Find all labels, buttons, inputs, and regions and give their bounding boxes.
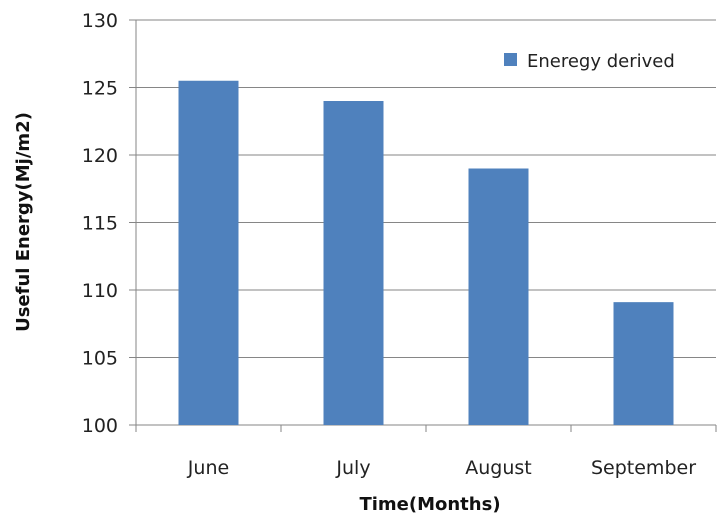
bars — [178, 80, 674, 425]
x-tick-label: September — [591, 457, 696, 479]
y-tick-label: 115 — [82, 213, 118, 235]
y-axis-title: Useful Energy(Mj/m2) — [13, 112, 34, 332]
y-tick-label: 100 — [82, 415, 118, 437]
y-tick-label: 130 — [82, 10, 118, 32]
y-tick-label: 105 — [82, 348, 118, 370]
bar-august — [468, 168, 529, 425]
x-tick-label: July — [335, 457, 370, 479]
legend-swatch — [504, 53, 517, 66]
bar-july — [323, 101, 384, 425]
y-tick-label: 120 — [82, 145, 118, 167]
x-tick-label: August — [465, 457, 532, 479]
y-tick-label: 110 — [82, 280, 118, 302]
y-tick-label: 125 — [82, 78, 118, 100]
bar-june — [178, 80, 239, 425]
legend: Eneregy derived — [504, 51, 675, 72]
bar-september — [613, 302, 674, 425]
y-tick-labels: 100 105 110 115 120 125 130 — [82, 10, 118, 437]
legend-label: Eneregy derived — [527, 51, 675, 72]
x-axis-title: Time(Months) — [359, 494, 500, 515]
x-tick-labels: June July August September — [187, 457, 696, 479]
x-axis — [135, 424, 717, 432]
x-tick-label: June — [187, 457, 229, 479]
y-axis — [129, 19, 137, 426]
